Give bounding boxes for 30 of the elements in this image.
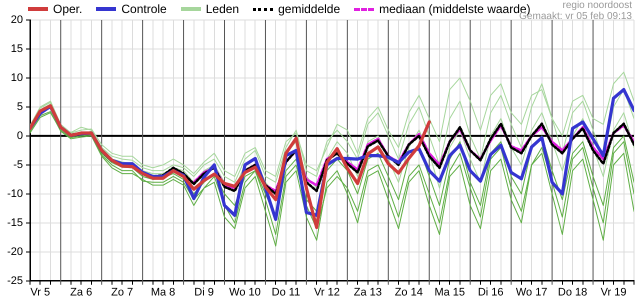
y-tick-label: 20 (10, 14, 23, 26)
x-tick-label: Vr 19 (600, 286, 626, 298)
y-tick-label: -20 (7, 246, 23, 258)
y-tick-label: -10 (7, 188, 23, 200)
x-tick-label: Zo 14 (394, 286, 423, 298)
legend-label: Controle (121, 2, 167, 16)
x-tick-label: Ma 15 (434, 286, 466, 298)
x-tick-label: Wo 17 (516, 286, 548, 298)
y-tick-label: -25 (7, 274, 23, 287)
x-tick-label: Vr 12 (314, 286, 340, 298)
x-tick-label: Di 9 (194, 286, 214, 298)
legend-label: gemiddelde (278, 2, 340, 16)
x-tick-label: Za 6 (70, 286, 92, 298)
x-tick-label: Zo 7 (111, 286, 134, 298)
x-tick-label: Ma 8 (150, 286, 176, 298)
y-tick-label: 0 (16, 130, 23, 142)
y-tick-label: -15 (7, 216, 23, 229)
y-tick-label: -5 (13, 158, 23, 171)
legend-label: Leden (206, 2, 240, 16)
x-tick-label: Vr 5 (30, 286, 50, 298)
x-tick-label: Wo 10 (229, 286, 261, 298)
y-tick-label: 10 (10, 72, 23, 84)
y-tick-label: 15 (10, 43, 23, 56)
x-tick-label: Di 16 (478, 286, 504, 298)
legend-label: Oper. (53, 2, 82, 16)
text: regio noordoost (562, 0, 632, 11)
x-tick-label: Za 13 (354, 286, 382, 298)
y-tick-label: 5 (16, 100, 23, 113)
x-tick-label: Do 18 (558, 286, 588, 298)
x-tick-label: Do 11 (272, 286, 300, 298)
